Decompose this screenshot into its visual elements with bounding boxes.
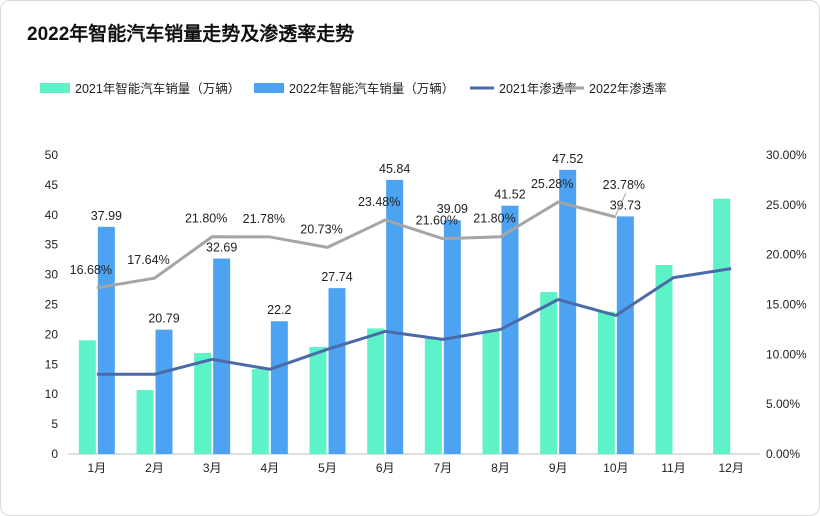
bar-2021 (655, 265, 673, 454)
bar-2021 (597, 311, 615, 454)
line-2021-penetration (96, 267, 732, 376)
bar-2022 (213, 258, 231, 454)
penetration-2022-data-label: 23.78% (603, 178, 645, 192)
label-leader-line (615, 192, 627, 216)
penetration-2022-data-label: 21.60% (416, 214, 458, 228)
bar-2022 (386, 179, 404, 454)
bar-2022 (328, 288, 346, 454)
left-tick-label: 0 (51, 447, 58, 461)
bar-2022-data-label: 27.74 (321, 270, 352, 284)
bar-2022-data-label: 32.69 (206, 241, 237, 255)
legend-label-3: 2021年渗透率 (499, 81, 577, 96)
left-tick-label: 20 (45, 327, 59, 341)
bar-2022 (616, 216, 634, 454)
bar-2022-data-label: 22.2 (267, 303, 291, 317)
right-tick-label: 0.00% (766, 447, 800, 461)
right-tick-label: 30.00% (766, 148, 807, 162)
bar-2022-data-label: 39.09 (437, 202, 468, 216)
category-label: 3月 (203, 461, 222, 475)
left-tick-label: 10 (45, 387, 59, 401)
bar-2021 (424, 337, 442, 454)
bar-2021 (194, 352, 212, 454)
left-tick-label: 35 (45, 238, 59, 252)
bar-2021 (540, 291, 558, 454)
left-tick-label: 5 (51, 417, 58, 431)
bar-2021 (136, 390, 154, 454)
legend-label-2: 2022年智能汽车销量（万辆） (289, 81, 454, 96)
category-label: 6月 (376, 461, 395, 475)
right-tick-label: 10.00% (766, 347, 807, 361)
right-tick-label: 5.00% (766, 397, 800, 411)
left-tick-label: 45 (45, 178, 59, 192)
penetration-2022-data-label: 16.68% (70, 263, 112, 277)
penetration-2022-data-label: 23.48% (358, 195, 400, 209)
category-label: 12月 (718, 461, 743, 475)
category-label: 5月 (318, 461, 337, 475)
penetration-2022-data-label: 25.28% (531, 177, 573, 191)
line-2022-penetration (96, 200, 617, 290)
category-label: 4月 (260, 461, 279, 475)
bar-2022 (270, 321, 288, 454)
penetration-2022-data-label: 17.64% (127, 253, 169, 267)
bar-2022-data-label: 39.73 (610, 198, 641, 212)
category-label: 11月 (661, 461, 685, 475)
legend-swatch-1 (40, 83, 70, 93)
category-label: 2月 (145, 461, 164, 475)
right-tick-label: 20.00% (766, 248, 807, 262)
left-tick-label: 25 (45, 298, 59, 312)
bar-2021 (78, 340, 96, 454)
bar-2022-data-label: 41.52 (494, 188, 525, 202)
category-label: 10月 (603, 461, 628, 475)
bar-2021 (251, 369, 269, 454)
bar-2021 (713, 198, 731, 454)
right-tick-label: 15.00% (766, 298, 807, 312)
bar-2022 (97, 226, 115, 454)
category-label: 7月 (433, 461, 452, 475)
category-label: 8月 (491, 461, 510, 475)
bar-2022 (501, 205, 519, 454)
legend-label-1: 2021年智能汽车销量（万辆） (75, 81, 240, 96)
bar-2021 (309, 346, 327, 454)
left-tick-label: 15 (45, 357, 59, 371)
legend-label-4: 2022年渗透率 (589, 81, 667, 96)
right-tick-label: 25.00% (766, 198, 807, 212)
category-label: 9月 (549, 461, 568, 475)
category-label: 1月 (87, 461, 106, 475)
bar-2022-data-label: 47.52 (552, 152, 583, 166)
bar-2022-data-label: 45.84 (379, 162, 410, 176)
bar-2022-data-label: 37.99 (91, 209, 122, 223)
left-tick-label: 30 (45, 268, 59, 282)
legend-swatch-2 (254, 83, 284, 93)
left-tick-label: 50 (45, 148, 59, 162)
bar-2022-data-label: 20.79 (148, 312, 179, 326)
penetration-2022-data-label: 21.78% (243, 212, 285, 226)
bar-2021 (367, 328, 385, 454)
penetration-2022-data-label: 21.80% (185, 212, 227, 226)
penetration-2022-data-label: 20.73% (300, 222, 342, 236)
bar-2022 (155, 329, 173, 454)
left-tick-label: 40 (45, 208, 59, 222)
bar-2021 (482, 330, 500, 454)
bar-2022 (559, 169, 577, 455)
penetration-2022-data-label: 21.80% (473, 212, 515, 226)
chart-title: 2022年智能汽车销量走势及渗透率走势 (27, 24, 355, 45)
